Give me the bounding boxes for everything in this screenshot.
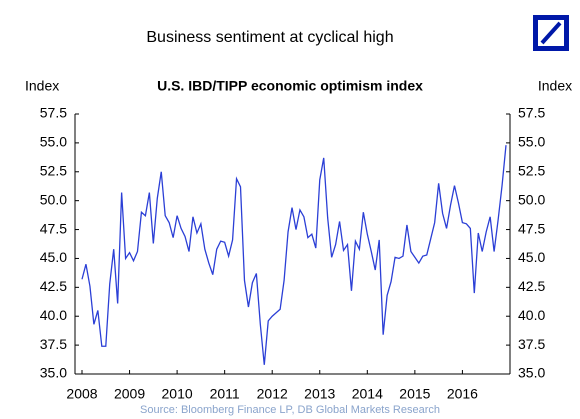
x-tick-label: 2009 [114, 386, 145, 402]
y-tick-label: 57.5 [40, 105, 67, 121]
chart-title: Business sentiment at cyclical high [146, 29, 393, 46]
y-tick-label: 45.0 [40, 249, 67, 265]
y-tick-label: 42.5 [40, 278, 67, 294]
y-axis-label: Index [25, 78, 59, 94]
y-tick-label: 50.0 [40, 191, 67, 207]
x-tick-label: 2008 [66, 386, 97, 402]
y-tick-label: 52.5 [40, 162, 67, 178]
y2-tick-label: 42.5 [518, 278, 545, 294]
x-tick-label: 2012 [257, 386, 288, 402]
y-tick-label: 47.5 [40, 220, 67, 236]
logo [533, 15, 569, 51]
x-tick-label: 2013 [304, 386, 335, 402]
y2-tick-label: 35.0 [518, 365, 545, 381]
x-tick-label: 2014 [352, 386, 383, 402]
y-tick-label: 55.0 [40, 134, 67, 150]
x-tick-label: 2016 [447, 386, 478, 402]
data-line [81, 145, 507, 365]
y2-tick-label: 37.5 [518, 336, 545, 352]
x-tick-label: 2011 [210, 386, 240, 402]
y2-tick-label: 55.0 [518, 134, 545, 150]
y2-tick-label: 40.0 [518, 307, 545, 323]
y2-axis-label: Index [538, 78, 572, 94]
y2-tick-label: 52.5 [518, 162, 545, 178]
chart-subtitle: U.S. IBD/TIPP economic optimism index [157, 78, 423, 94]
y2-tick-label: 47.5 [518, 220, 545, 236]
y-tick-label: 37.5 [40, 336, 67, 352]
y2-tick-label: 57.5 [518, 105, 545, 121]
source: Source: Bloomberg Finance LP, DB Global … [140, 404, 440, 416]
y-tick-label: 35.0 [40, 365, 67, 381]
x-tick-label: 2010 [162, 386, 193, 402]
y2-tick-label: 45.0 [518, 249, 545, 265]
y-tick-label: 40.0 [40, 307, 67, 323]
x-tick-label: 2015 [399, 386, 430, 402]
y2-tick-label: 50.0 [518, 191, 545, 207]
